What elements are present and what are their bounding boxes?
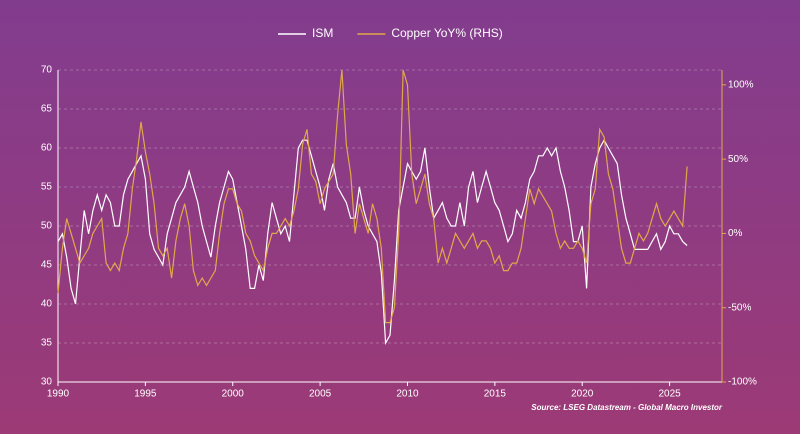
x-tick-label: 2020 [571,389,594,400]
y-tick-label: 40 [41,299,53,310]
y-tick-label: 35 [41,338,53,349]
y-tick-label: 30 [41,377,53,388]
y-tick-label: 55 [41,182,53,193]
y-tick-label: 45 [41,260,53,271]
legend-label: ISM [312,26,333,40]
y2-tick-label: -100% [728,377,757,388]
series-line [57,138,688,346]
x-tick-label: 2005 [309,389,332,400]
y-tick-label: 65 [41,104,53,115]
x-tick-label: 1990 [47,389,70,400]
x-tick-label: 2015 [484,389,507,400]
legend-label: Copper YoY% (RHS) [391,26,502,40]
y-tick-label: 70 [41,65,53,76]
y2-tick-label: 50% [728,154,748,165]
x-tick-label: 2010 [396,389,419,400]
x-tick-label: 2000 [222,389,245,400]
y2-tick-label: 0% [728,228,743,239]
series-line [57,69,688,324]
x-tick-label: 2025 [658,389,681,400]
y2-tick-label: 100% [728,79,754,90]
y2-tick-label: -50% [728,302,751,313]
y-tick-label: 50 [41,221,53,232]
y-tick-label: 60 [41,143,53,154]
x-tick-label: 1995 [134,389,157,400]
source: Source: LSEG Datastream - Global Macro I… [531,403,723,412]
